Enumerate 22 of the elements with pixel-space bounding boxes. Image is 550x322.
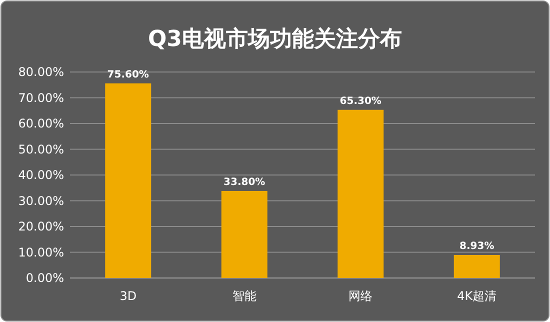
y-tick-label: 40.00% <box>18 168 64 182</box>
data-label: 33.80% <box>224 176 266 188</box>
y-tick-label: 0.00% <box>26 271 64 285</box>
y-tick-label: 10.00% <box>18 245 64 260</box>
y-tick-label: 60.00% <box>18 116 64 130</box>
data-label: 65.30% <box>340 96 382 107</box>
y-tick-label: 80.00% <box>18 65 64 79</box>
x-tick-label: 4K超清 <box>457 289 497 303</box>
data-label: 75.60% <box>107 69 149 80</box>
bar <box>338 110 384 278</box>
data-label: 8.93% <box>460 241 494 252</box>
x-tick-label: 智能 <box>232 289 256 303</box>
y-tick-label: 20.00% <box>18 220 64 234</box>
y-tick-label: 50.00% <box>18 142 64 156</box>
y-tick-label: 70.00% <box>18 90 64 105</box>
bar <box>105 83 152 278</box>
chart-title: Q3电视市场功能关注分布 <box>148 26 402 52</box>
bar <box>454 255 500 278</box>
x-tick-label: 3D <box>120 289 137 303</box>
y-tick-label: 30.00% <box>18 194 64 208</box>
bar <box>221 190 268 278</box>
x-tick-label: 网络 <box>348 289 373 303</box>
